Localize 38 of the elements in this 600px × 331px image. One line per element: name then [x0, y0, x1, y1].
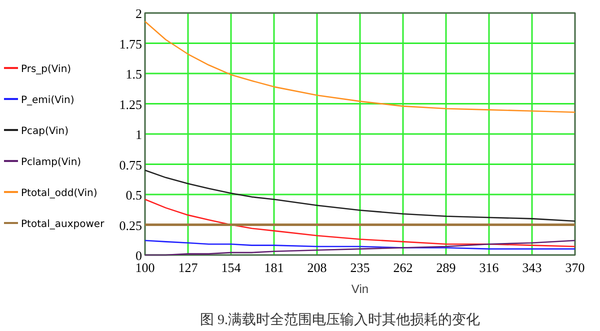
x-tick-label: 208 — [307, 260, 327, 275]
legend-item: P_emi(Vin) — [4, 95, 74, 106]
x-tick-label: 235 — [350, 260, 370, 275]
line-series — [144, 170, 576, 222]
line-series — [144, 198, 576, 248]
x-axis-title: Vin — [351, 282, 369, 296]
legend-label: Ptotal_odd(Vin) — [21, 188, 98, 199]
y-tick-label: 0 — [136, 248, 142, 263]
legend-item: Ptotal_odd(Vin) — [4, 188, 98, 199]
x-tick-label: 127 — [178, 260, 198, 275]
x-tick-label: 181 — [264, 260, 284, 275]
legend-label: Pcap(Vin) — [21, 126, 69, 137]
x-tick-label: 100 — [135, 260, 155, 275]
x-tick-label: 316 — [479, 260, 500, 275]
legend-item: Pclamp(Vin) — [4, 157, 82, 168]
y-tick-label: 0.25 — [119, 218, 142, 233]
y-tick-label: 1.5 — [126, 66, 142, 82]
x-tick-label: 370 — [565, 260, 585, 275]
y-tick-label: 1 — [136, 127, 142, 142]
caption: 图 9.满载时全范围电压输入时其他损耗的变化 — [200, 312, 480, 328]
legend-item: Pcap(Vin) — [4, 126, 69, 137]
y-tick-label: 1.75 — [119, 36, 142, 52]
line-series — [144, 20, 576, 113]
legend-label: P_emi(Vin) — [21, 95, 74, 106]
x-tick-label: 154 — [221, 260, 242, 275]
legend-item: Prs_p(Vin) — [4, 64, 72, 75]
y-tick-label: 1.25 — [119, 96, 142, 112]
x-tick-label: 343 — [522, 260, 542, 275]
legend-label: Ptotal_auxpower — [21, 219, 106, 230]
y-tick-label: 2 — [136, 6, 142, 21]
legend-label: Prs_p(Vin) — [21, 64, 72, 75]
x-tick-label: 262 — [393, 260, 413, 275]
x-tick-label: 289 — [436, 260, 456, 275]
line-series — [144, 240, 576, 250]
y-tick-label: 0.75 — [119, 157, 142, 172]
legend-label: Pclamp(Vin) — [21, 157, 82, 168]
legend-item: Ptotal_auxpower — [4, 219, 104, 230]
y-tick-label: 0.5 — [126, 188, 142, 202]
